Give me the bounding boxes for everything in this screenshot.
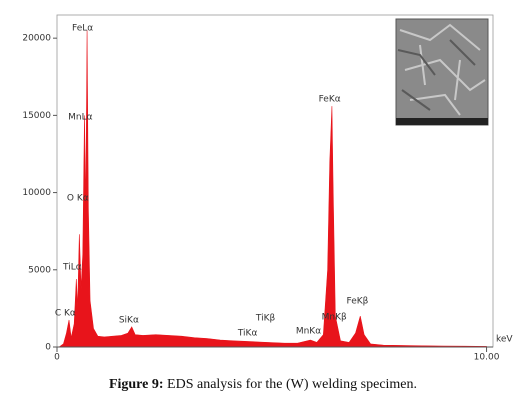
peak-label: O Kα: [67, 193, 89, 203]
x-axis-label: keV: [496, 335, 513, 345]
caption-label: Figure 9:: [109, 377, 164, 392]
peak-label: SiKα: [119, 315, 139, 325]
peak-label: FeKβ: [347, 296, 369, 306]
y-tick-label: 20000: [22, 34, 51, 44]
x-tick-label: 0: [54, 353, 60, 363]
y-tick-label: 0: [45, 343, 51, 353]
y-tick-label: 15000: [22, 111, 51, 121]
peak-label: MnKα: [296, 326, 321, 336]
x-tick-label: 10.00: [474, 353, 500, 363]
peak-label: TiKβ: [255, 313, 276, 323]
peak-label: MnLα: [68, 112, 92, 122]
peak-label: TiKα: [237, 329, 258, 339]
peak-label: FeKα: [319, 95, 341, 105]
y-tick-label: 5000: [28, 265, 51, 275]
spectrum: [58, 30, 487, 348]
caption: Figure 9: EDS analysis for the (W) weldi…: [109, 377, 417, 392]
peak-label: FeLα: [72, 24, 93, 34]
peak-label: TiLα: [62, 263, 82, 273]
inset-micrograph: [395, 18, 489, 126]
peak-label: C Kα: [55, 309, 76, 319]
y-tick-label: 10000: [22, 188, 51, 198]
caption-text: EDS analysis for the (W) welding specime…: [167, 377, 417, 392]
peak-label: MnKβ: [322, 313, 347, 323]
